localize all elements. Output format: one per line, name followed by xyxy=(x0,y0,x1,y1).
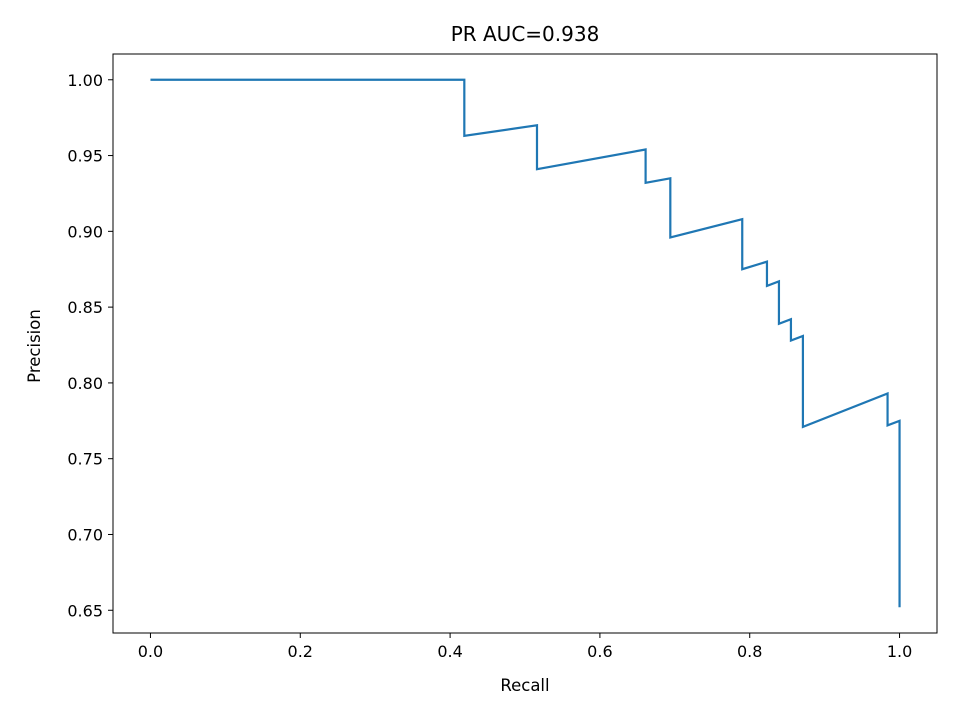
x-tick-label: 0.0 xyxy=(138,642,163,661)
x-tick-label: 1.0 xyxy=(887,642,912,661)
y-tick-label: 0.85 xyxy=(67,298,103,317)
pr-curve-line xyxy=(150,78,901,608)
chart-title: PR AUC=0.938 xyxy=(451,22,600,46)
y-axis-label: Precision xyxy=(25,309,44,383)
x-tick-label: 0.2 xyxy=(288,642,313,661)
y-tick-label: 0.95 xyxy=(67,147,103,166)
y-tick-label: 0.90 xyxy=(67,222,103,241)
y-tick-label: 0.80 xyxy=(67,374,103,393)
y-tick-label: 0.75 xyxy=(67,450,103,469)
y-tick-label: 0.65 xyxy=(67,601,103,620)
plot-area xyxy=(150,78,901,608)
plot-frame xyxy=(112,53,938,634)
x-tick-label: 0.8 xyxy=(737,642,762,661)
x-tick-label: 0.4 xyxy=(437,642,462,661)
x-tick-label: 0.6 xyxy=(587,642,612,661)
x-axis-label: Recall xyxy=(500,676,549,695)
y-axis: 0.65 0.70 0.75 0.80 0.85 0.90 0.95 1.00 xyxy=(67,71,113,620)
y-tick-label: 0.70 xyxy=(67,525,103,544)
y-tick-label: 1.00 xyxy=(67,71,103,90)
x-axis: 0.0 0.2 0.4 0.6 0.8 1.0 xyxy=(138,633,912,661)
